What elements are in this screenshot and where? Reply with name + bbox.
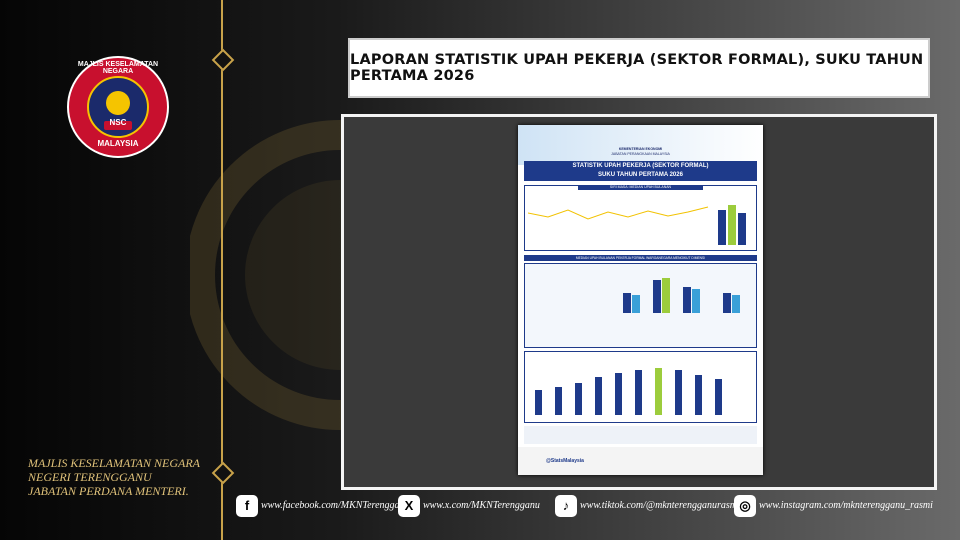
ministry: KEMENTERIAN EKONOMI	[618, 147, 663, 151]
handle: @StatsMalaysia	[546, 458, 584, 464]
x-icon: X	[398, 495, 420, 517]
panel	[524, 351, 757, 423]
tiktok-icon: ♪	[555, 495, 577, 517]
poster-banner	[524, 161, 757, 181]
instagram-icon: ◎	[734, 495, 756, 517]
section-title: MEDIAN UPAH BULANAN PEKERJA FORMAL WARGA…	[524, 255, 757, 261]
social-link[interactable]: www.instagram.com/mknterengganu_rasmi	[759, 500, 933, 511]
logo-center: NSC	[109, 118, 127, 127]
social-link[interactable]: www.tiktok.com/@mknterengganurasmi	[580, 500, 740, 511]
org-line: JABATAN PERDANA MENTERI.	[28, 484, 189, 498]
divider	[221, 0, 223, 540]
poster-header	[518, 125, 763, 165]
notes	[524, 426, 757, 444]
ornament	[211, 461, 235, 485]
mini-chart	[623, 278, 740, 313]
mini-chart	[535, 368, 722, 415]
social-link[interactable]: www.facebook.com/MKNTerengganu	[261, 500, 410, 511]
org-line: MAJLIS KESELAMATAN NEGARA	[28, 456, 200, 470]
title-box: LAPORAN STATISTIK UPAH PEKERJA (SEKTOR F…	[348, 38, 930, 98]
poster-footer	[518, 447, 763, 475]
title: LAPORAN STATISTIK UPAH PEKERJA (SEKTOR F…	[350, 52, 924, 84]
section-title: SIRI MASA: MEDIAN UPAH BULANAN	[578, 185, 703, 190]
logo-bottom: MALAYSIA	[97, 139, 139, 148]
poster-subtitle: SUKU TAHUN PERTAMA 2026	[598, 172, 683, 178]
logo	[67, 56, 169, 158]
ornament	[211, 48, 235, 72]
department: JABATAN PERANGKAAN MALAYSIA	[611, 152, 670, 156]
logo-top: MAJLIS KESELAMATAN NEGARA	[77, 61, 159, 75]
mini-chart	[528, 205, 746, 245]
panel	[524, 263, 757, 348]
org-line: NEGERI TERENGGANU	[28, 470, 152, 484]
facebook-icon: f	[236, 495, 258, 517]
social-link[interactable]: www.x.com/MKNTerengganu	[423, 500, 540, 511]
poster-title: STATISTIK UPAH PEKERJA (SEKTOR FORMAL)	[572, 163, 709, 169]
infographic: KEMENTERIAN EKONOMI JABATAN PERANGKAAN M…	[518, 125, 763, 475]
